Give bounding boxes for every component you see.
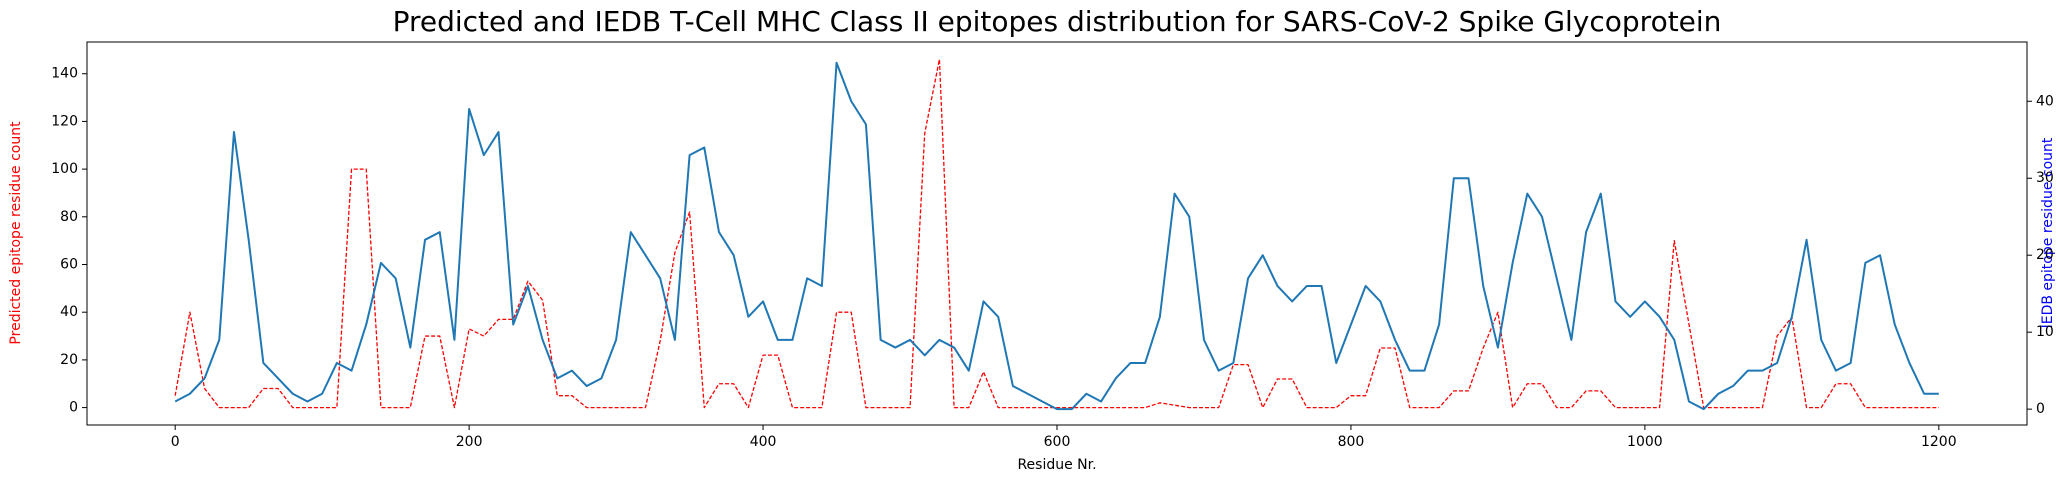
series-line	[174, 58, 1939, 409]
series-line	[174, 61, 1939, 411]
y-tick-label: 140	[51, 66, 78, 82]
x-tick-label: 1000	[1627, 434, 1663, 450]
y2-axis-label: IEDB epitope residue count	[2040, 137, 2056, 328]
y2-tick-label: 40	[2036, 93, 2054, 109]
y-tick-label: 80	[60, 209, 78, 225]
x-tick-label: 0	[171, 434, 180, 450]
chart-title: Predicted and IEDB T-Cell MHC Class II e…	[393, 5, 1722, 38]
y-tick-label: 20	[60, 352, 78, 368]
y-tick-label: 40	[60, 304, 78, 320]
x-tick-label: 800	[1338, 434, 1365, 450]
y-tick-label: 60	[60, 257, 78, 273]
plot-frame	[86, 41, 2028, 426]
y2-tick-label: 0	[2036, 401, 2045, 417]
x-tick-label: 600	[1044, 434, 1071, 450]
x-axis-label: Residue Nr.	[1017, 457, 1096, 473]
y2-tick-label: 30	[2036, 170, 2054, 186]
y-axis-label: Predicted epitope residue count	[8, 121, 24, 345]
x-tick-label: 1200	[1921, 434, 1957, 450]
y2-tick-label: 10	[2036, 324, 2054, 340]
y-tick-label: 100	[51, 161, 78, 177]
x-tick-label: 400	[750, 434, 777, 450]
y-tick-label: 120	[51, 113, 78, 129]
y2-tick-label: 20	[2036, 247, 2054, 263]
x-tick-label: 200	[456, 434, 483, 450]
y-tick-label: 0	[69, 400, 78, 416]
